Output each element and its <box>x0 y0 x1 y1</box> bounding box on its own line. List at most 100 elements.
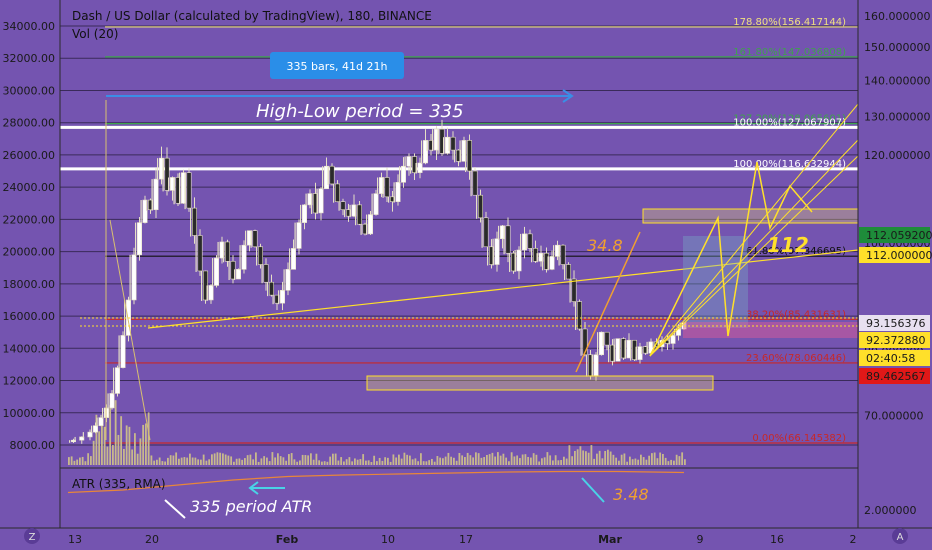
bars-range-text: 335 bars, 41d 21h <box>287 60 388 73</box>
candle-fill <box>619 338 621 359</box>
volume-bar <box>576 449 579 465</box>
auto-scale-icon[interactable] <box>892 528 908 544</box>
volume-bar <box>153 460 156 465</box>
candle-fill <box>333 183 335 203</box>
volume-bar <box>288 454 290 465</box>
left-price-axis[interactable]: 34000.00 32000.00 30000.00 28000.00 26000.00… <box>3 20 56 452</box>
time-tick-label: 20 <box>145 533 159 546</box>
volume-bar <box>510 452 513 465</box>
volume-bar <box>552 460 554 465</box>
volume-bar <box>464 457 466 465</box>
volume-bar <box>216 452 219 465</box>
atr-note-arrow <box>164 499 186 519</box>
candle-body <box>257 246 263 265</box>
volume-bar <box>277 453 279 465</box>
volume-bar <box>158 457 161 465</box>
volume-bar <box>310 453 312 465</box>
volume-bar <box>233 461 235 465</box>
fan-line-2 <box>649 139 859 357</box>
volume-bar <box>453 457 455 465</box>
volume-bar <box>431 458 433 465</box>
volume-bar <box>219 452 222 465</box>
candle-body <box>417 162 423 173</box>
volume-bar <box>563 456 565 465</box>
volume-bar <box>274 457 277 465</box>
volume-bar <box>224 454 227 465</box>
candle-fill <box>151 179 153 211</box>
candle-fill <box>547 256 549 271</box>
volume-bar <box>296 461 299 465</box>
volume-bar <box>194 457 197 465</box>
candle-fill <box>443 137 445 155</box>
candle-fill <box>553 245 555 258</box>
left-tick-label: 14000.00 <box>3 342 56 355</box>
left-tick-label: 8000.00 <box>10 439 56 452</box>
candle-body <box>93 425 99 433</box>
left-tick-label: 26000.00 <box>3 149 56 162</box>
candle-fill <box>278 290 280 305</box>
volume-bar <box>420 453 422 465</box>
volume-bar <box>541 458 543 465</box>
candle-body <box>395 182 401 202</box>
volume-bar <box>568 445 571 465</box>
candle-fill <box>234 269 236 281</box>
volume-bar <box>373 455 376 465</box>
right-price-axis[interactable]: 160.000000 150.000000 140.000000 130.000000… <box>864 10 930 517</box>
price-marker-box <box>859 227 930 243</box>
price-marker-box <box>859 332 930 348</box>
volume-bar <box>681 452 684 465</box>
candle-body <box>384 177 390 198</box>
volume-bar <box>345 459 348 465</box>
volume-bar <box>307 455 310 465</box>
volume-bar <box>582 450 585 465</box>
candle-fill <box>140 200 142 224</box>
time-axis[interactable]: 13 20 Feb 10 17 Mar 9 16 2 <box>68 533 857 546</box>
candle-body <box>576 301 582 330</box>
volume-bar <box>235 458 238 465</box>
volume-bar <box>211 454 213 465</box>
price-marker-label: 112.059200 <box>866 229 932 242</box>
candle-body <box>263 264 269 283</box>
volume-bar <box>623 453 626 465</box>
candle-fill <box>179 172 181 205</box>
volume-bar <box>422 461 425 465</box>
candle-fill <box>267 282 269 297</box>
volume-bar <box>315 453 318 465</box>
price-markers: 112.059200 112.000000 93.156376 92.372880 02… <box>859 227 932 384</box>
volume-bar <box>530 457 532 465</box>
volume-bar <box>384 457 387 465</box>
volume-bar <box>227 455 230 465</box>
volume-bar <box>244 458 246 465</box>
atr-series <box>67 470 685 494</box>
auto-scale-icon-glyph: A <box>897 532 904 543</box>
candle-body <box>477 194 483 219</box>
right-tick-label: 120.000000 <box>864 149 930 162</box>
candle-body <box>142 199 148 223</box>
candle-fill <box>564 264 566 281</box>
timezone-icon[interactable] <box>24 528 40 544</box>
atr-value-arrow <box>581 477 605 503</box>
candle-fill <box>415 162 417 174</box>
candle-fill <box>256 246 258 266</box>
candle-body <box>115 367 121 394</box>
volume-bar <box>351 461 354 465</box>
atr-arrow-head <box>248 481 259 495</box>
volume-bar <box>499 455 502 465</box>
volume-bar <box>439 457 442 465</box>
volume-bar <box>285 460 288 465</box>
volume-bar <box>612 454 615 465</box>
volume-bar <box>241 459 244 465</box>
candle-fill <box>366 214 368 235</box>
fib-level-label: 100.00%(127.067907) <box>733 117 846 128</box>
volume-bar <box>312 459 315 465</box>
volume-bar <box>370 461 373 465</box>
volume-bar <box>332 453 334 465</box>
candle-fill <box>212 258 214 287</box>
volume-bar <box>178 458 180 465</box>
candle-fill <box>327 166 329 185</box>
candle-fill <box>591 354 593 377</box>
atr-tick-label: 2.000000 <box>864 504 917 517</box>
volume-bar <box>409 455 411 465</box>
candle-body <box>285 269 291 291</box>
